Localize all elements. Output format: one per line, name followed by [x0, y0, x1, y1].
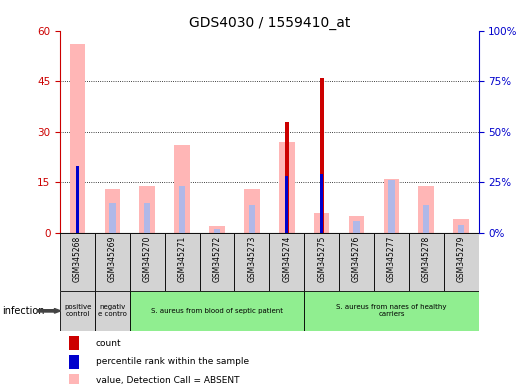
Bar [423, 205, 429, 233]
Bar [249, 205, 255, 233]
Text: GSM345268: GSM345268 [73, 236, 82, 282]
Bar [418, 186, 434, 233]
Text: count: count [96, 339, 121, 348]
Bar [269, 233, 304, 291]
Bar [174, 145, 190, 233]
Bar [165, 233, 200, 291]
Bar [69, 336, 79, 350]
Bar [130, 291, 304, 331]
Text: GSM345275: GSM345275 [317, 236, 326, 282]
Bar [130, 233, 165, 291]
Bar [383, 179, 399, 233]
Bar [140, 186, 155, 233]
Text: positive
control: positive control [64, 305, 92, 317]
Bar [76, 166, 79, 233]
Text: GSM345271: GSM345271 [178, 236, 187, 282]
Bar [60, 291, 95, 331]
Bar [60, 233, 95, 291]
Bar [314, 213, 329, 233]
Bar [179, 186, 185, 233]
Text: S. aureus from nares of healthy
carriers: S. aureus from nares of healthy carriers [336, 305, 447, 317]
Bar [105, 189, 120, 233]
Text: GSM345276: GSM345276 [352, 236, 361, 282]
Text: S. aureus from blood of septic patient: S. aureus from blood of septic patient [151, 308, 283, 314]
Bar [69, 355, 79, 369]
Bar [304, 233, 339, 291]
Bar [339, 233, 374, 291]
Text: GSM345273: GSM345273 [247, 236, 256, 282]
Bar [354, 221, 360, 233]
Bar [304, 291, 479, 331]
Bar [70, 44, 85, 233]
Text: GSM345270: GSM345270 [143, 236, 152, 282]
Bar [320, 78, 324, 233]
Bar [388, 180, 394, 233]
Text: percentile rank within the sample: percentile rank within the sample [96, 358, 249, 366]
Text: GSM345269: GSM345269 [108, 236, 117, 282]
Bar [349, 216, 365, 233]
Bar [453, 219, 469, 233]
Text: GSM345279: GSM345279 [457, 236, 465, 282]
Bar [279, 142, 294, 233]
Text: GSM345278: GSM345278 [422, 236, 431, 282]
Bar [95, 291, 130, 331]
Bar [209, 226, 225, 233]
Bar [214, 229, 220, 233]
Bar [95, 233, 130, 291]
Bar [458, 225, 464, 233]
Bar [234, 233, 269, 291]
Bar [244, 189, 260, 233]
Text: negativ
e contro: negativ e contro [98, 305, 127, 317]
Bar [144, 202, 151, 233]
Bar [409, 233, 444, 291]
Bar [320, 174, 323, 233]
Bar [200, 233, 234, 291]
Title: GDS4030 / 1559410_at: GDS4030 / 1559410_at [189, 16, 350, 30]
Text: GSM345277: GSM345277 [387, 236, 396, 282]
Text: GSM345272: GSM345272 [212, 236, 222, 282]
Text: GSM345274: GSM345274 [282, 236, 291, 282]
Bar [109, 202, 116, 233]
Bar [286, 176, 288, 233]
Bar [285, 122, 289, 233]
Bar [374, 233, 409, 291]
Bar [444, 233, 479, 291]
Text: value, Detection Call = ABSENT: value, Detection Call = ABSENT [96, 376, 239, 384]
Text: infection: infection [3, 306, 45, 316]
Bar [69, 374, 79, 384]
